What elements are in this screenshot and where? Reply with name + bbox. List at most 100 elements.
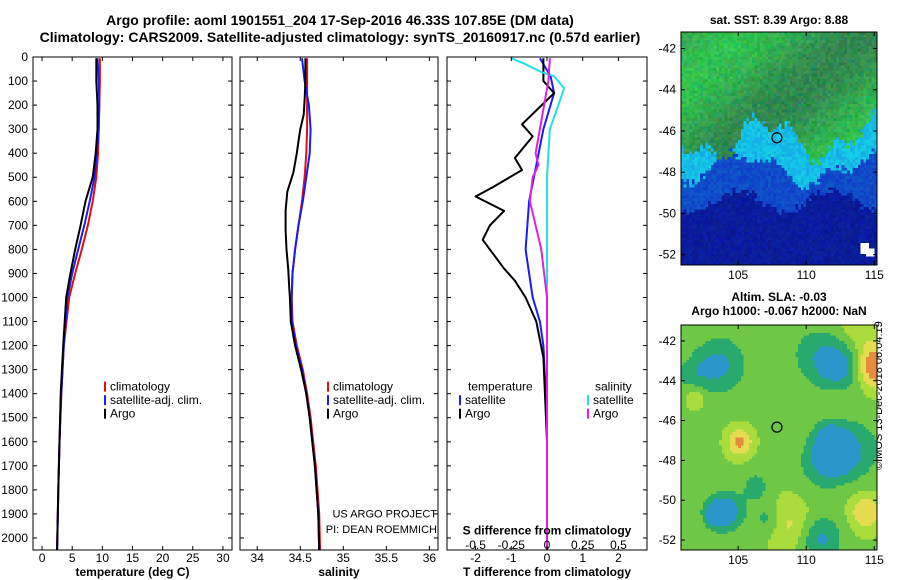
x-tick-label: 35 bbox=[337, 551, 351, 565]
figure-title: Argo profile: aoml 1901551_204 17-Sep-20… bbox=[106, 12, 574, 28]
map-y-tick-label: -46 bbox=[659, 124, 677, 138]
map-y-tick-label: -44 bbox=[659, 83, 677, 97]
secondary-axis-label: S difference from climatology bbox=[463, 523, 632, 537]
map-x-tick-label: 105 bbox=[728, 268, 748, 282]
depth-tick-label: 600 bbox=[8, 194, 28, 208]
depth-tick-label: 1700 bbox=[1, 459, 28, 473]
map-y-tick-label: -50 bbox=[659, 493, 677, 507]
secondary-tick-label: 0.5 bbox=[610, 538, 627, 552]
argo-location-marker bbox=[771, 132, 783, 144]
x-tick-label: 34.5 bbox=[289, 551, 313, 565]
depth-tick-label: 1000 bbox=[1, 290, 28, 304]
x-tick-label: 15 bbox=[126, 551, 140, 565]
map-x-tick-label: 110 bbox=[797, 268, 816, 282]
legend-label: satellite-adj. clim. bbox=[333, 393, 425, 407]
map-y-tick-label: -46 bbox=[659, 414, 677, 428]
map-y-tick-label: -48 bbox=[659, 165, 677, 179]
depth-tick-label: 400 bbox=[8, 146, 28, 160]
series-line-satellite bbox=[510, 57, 566, 550]
legend-label: Argo bbox=[333, 407, 359, 421]
x-tick-label: 2 bbox=[615, 551, 622, 565]
legend-header-salinity: salinity bbox=[595, 380, 632, 394]
sla-map-subtitle: Argo h1000: -0.067 h2000: NaN bbox=[691, 304, 867, 318]
map-x-tick-label: 115 bbox=[865, 268, 884, 282]
x-tick-label: 35.5 bbox=[375, 551, 399, 565]
depth-tick-label: 0 bbox=[21, 50, 28, 64]
x-tick-label: 25 bbox=[186, 551, 200, 565]
sla-heatmap-image bbox=[681, 325, 877, 550]
sst-heatmap-image bbox=[681, 32, 877, 265]
x-tick-label: 1 bbox=[579, 551, 586, 565]
depth-tick-label: 200 bbox=[8, 98, 28, 112]
depth-tick-label: 1300 bbox=[1, 363, 28, 377]
map-x-tick-label: 110 bbox=[797, 553, 816, 567]
secondary-tick-label: 0 bbox=[544, 538, 551, 552]
map-y-tick-label: -50 bbox=[659, 206, 677, 220]
series-line-argo bbox=[56, 58, 99, 551]
x-tick-label: 20 bbox=[156, 551, 170, 565]
series-line-climatology bbox=[56, 58, 101, 551]
depth-tick-label: 1400 bbox=[1, 387, 28, 401]
x-tick-label: 30 bbox=[216, 551, 230, 565]
x-tick-label: 0 bbox=[39, 551, 46, 565]
series-line-argo bbox=[528, 58, 551, 550]
sst-map-title: sat. SST: 8.39 Argo: 8.88 bbox=[709, 13, 849, 27]
legend-label: climatology bbox=[333, 380, 393, 394]
secondary-tick-label: 0.25 bbox=[571, 538, 595, 552]
panel-frame bbox=[32, 56, 233, 551]
depth-tick-label: 1900 bbox=[1, 507, 28, 521]
depth-tick-label: 1200 bbox=[1, 339, 28, 353]
x-axis-label: salinity bbox=[318, 565, 360, 579]
depth-tick-label: 1600 bbox=[1, 435, 28, 449]
depth-tick-label: 1500 bbox=[1, 411, 28, 425]
depth-tick-label: 900 bbox=[8, 266, 28, 280]
argo-location-marker bbox=[771, 421, 783, 433]
panel-frame bbox=[239, 56, 439, 551]
x-tick-label: -2 bbox=[470, 551, 481, 565]
depth-tick-label: 500 bbox=[8, 170, 28, 184]
depth-tick-label: 100 bbox=[8, 74, 28, 88]
legend-label: Argo bbox=[110, 407, 136, 421]
map-x-tick-label: 105 bbox=[728, 553, 748, 567]
depth-tick-label: 800 bbox=[8, 242, 28, 256]
map-y-tick-label: -52 bbox=[659, 248, 677, 262]
x-tick-label: 0 bbox=[544, 551, 551, 565]
x-axis-label: temperature (deg C) bbox=[75, 565, 189, 579]
secondary-tick-label: -0.5 bbox=[465, 538, 486, 552]
legend-label: satellite bbox=[593, 393, 634, 407]
sla-map-frame bbox=[680, 324, 878, 551]
legend-label: Argo bbox=[593, 407, 619, 421]
depth-tick-label: 1100 bbox=[2, 315, 28, 329]
figure-subtitle: Climatology: CARS2009. Satellite-adjuste… bbox=[39, 29, 641, 45]
sla-map-title: Altim. SLA: -0.03 bbox=[731, 290, 827, 304]
legend-label: Argo bbox=[465, 407, 491, 421]
map-y-tick-label: -42 bbox=[659, 41, 677, 55]
x-tick-label: 34 bbox=[251, 551, 265, 565]
legend-label: satellite-adj. clim. bbox=[110, 393, 202, 407]
map-y-tick-label: -48 bbox=[659, 453, 677, 467]
secondary-tick-label: -0.25 bbox=[498, 538, 526, 552]
legend-header-temperature: temperature bbox=[468, 380, 533, 394]
x-tick-label: 36 bbox=[423, 551, 437, 565]
depth-tick-label: 700 bbox=[8, 218, 28, 232]
x-tick-label: 10 bbox=[96, 551, 110, 565]
series-line-argo bbox=[284, 58, 321, 551]
map-y-tick-label: -42 bbox=[659, 334, 677, 348]
map-x-tick-label: 115 bbox=[865, 553, 884, 567]
annotation-project: US ARGO PROJECT bbox=[332, 509, 437, 521]
annotation-pi: PI: DEAN ROEMMICH bbox=[326, 524, 437, 536]
map-y-tick-label: -52 bbox=[659, 533, 677, 547]
series-line-argo bbox=[474, 58, 556, 550]
x-axis-label: T difference from climatology bbox=[463, 565, 631, 579]
depth-tick-label: 300 bbox=[8, 122, 28, 136]
legend-label: satellite bbox=[465, 393, 506, 407]
depth-tick-label: 2000 bbox=[1, 531, 28, 545]
series-line-satellite-adj-clim- bbox=[56, 58, 101, 551]
sst-map-frame bbox=[680, 31, 878, 266]
depth-tick-label: 1800 bbox=[1, 483, 28, 497]
map-y-tick-label: -44 bbox=[659, 374, 677, 388]
legend-label: climatology bbox=[110, 380, 170, 394]
x-tick-label: 5 bbox=[69, 551, 76, 565]
x-tick-label: -1 bbox=[506, 551, 517, 565]
